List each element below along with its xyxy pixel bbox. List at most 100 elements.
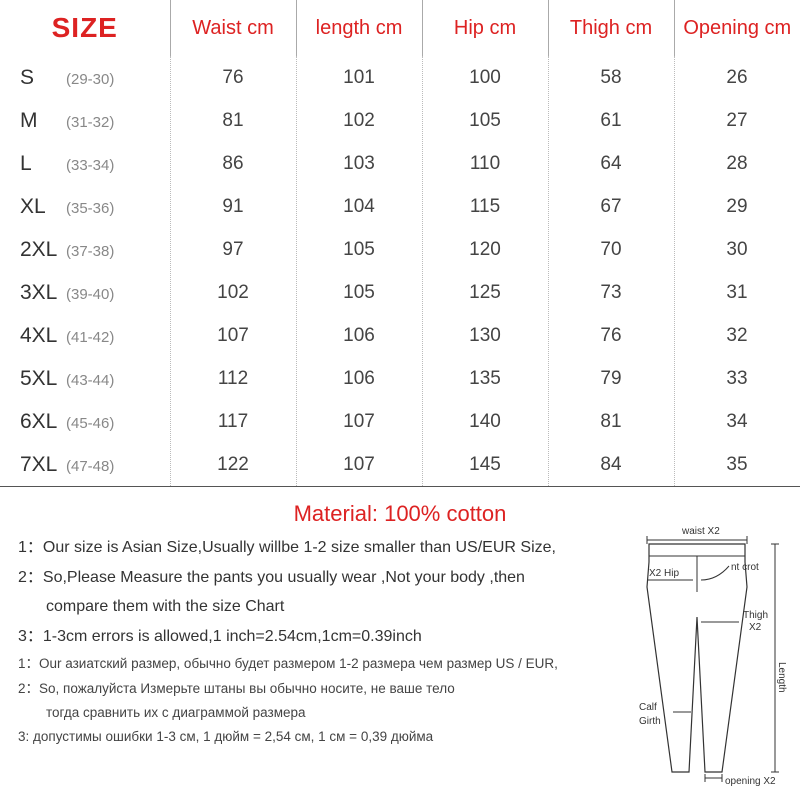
cell-waist: 102 (170, 271, 296, 314)
cell-thigh: 64 (548, 142, 674, 185)
cell-size: 5XL(43-44) (0, 357, 170, 400)
cell-size: L(33-34) (0, 142, 170, 185)
col-header-size: SIZE (0, 0, 170, 56)
size-range: (41-42) (66, 329, 114, 346)
col-header-length: length cm (296, 0, 422, 56)
cell-thigh: 58 (548, 56, 674, 99)
pants-diagram: waist X2 X2 Hip nt crot Thigh X2 Calf Gi… (627, 522, 792, 792)
size-letter: S (20, 66, 66, 90)
notes-russian: 1：Our азиатский размер, обычно будет раз… (0, 655, 630, 746)
size-letter: 7XL (20, 453, 66, 477)
cell-thigh: 70 (548, 228, 674, 271)
size-letter: 6XL (20, 410, 66, 434)
cell-length: 102 (296, 99, 422, 142)
note-ru-2b: тогда сравнить их с диаграммой размера (18, 704, 612, 722)
size-letter: M (20, 109, 66, 133)
cell-waist: 76 (170, 56, 296, 99)
cell-hip: 100 (422, 56, 548, 99)
cell-size: XL(35-36) (0, 185, 170, 228)
diagram-label-calf: Calf (639, 702, 657, 713)
notes-english: 1：Our size is Asian Size,Usually willbe … (0, 537, 630, 647)
table-row: L(33-34)861031106428 (0, 142, 800, 185)
cell-length: 106 (296, 357, 422, 400)
size-range: (35-36) (66, 200, 114, 217)
cell-length: 107 (296, 443, 422, 486)
cell-opening: 27 (674, 99, 800, 142)
cell-waist: 112 (170, 357, 296, 400)
cell-waist: 91 (170, 185, 296, 228)
cell-length: 107 (296, 400, 422, 443)
cell-opening: 34 (674, 400, 800, 443)
cell-thigh: 76 (548, 314, 674, 357)
col-header-hip: Hip cm (422, 0, 548, 56)
cell-hip: 115 (422, 185, 548, 228)
table-row: 5XL(43-44)1121061357933 (0, 357, 800, 400)
size-table: SIZE Waist cm length cm Hip cm Thigh cm … (0, 0, 800, 486)
cell-thigh: 73 (548, 271, 674, 314)
cell-size: 7XL(47-48) (0, 443, 170, 486)
table-row: 6XL(45-46)1171071408134 (0, 400, 800, 443)
note-ru-3: 3: допустимы ошибки 1-3 см, 1 дюйм = 2,5… (18, 728, 612, 746)
cell-size: M(31-32) (0, 99, 170, 142)
size-table-container: SIZE Waist cm length cm Hip cm Thigh cm … (0, 0, 800, 487)
cell-length: 105 (296, 271, 422, 314)
cell-opening: 28 (674, 142, 800, 185)
note-en-2: 2：So,Please Measure the pants you usuall… (18, 567, 612, 589)
cell-hip: 105 (422, 99, 548, 142)
cell-thigh: 79 (548, 357, 674, 400)
size-letter: 2XL (20, 238, 66, 262)
diagram-label-length: Length (776, 662, 787, 693)
cell-waist: 122 (170, 443, 296, 486)
table-row: 7XL(47-48)1221071458435 (0, 443, 800, 486)
cell-opening: 26 (674, 56, 800, 99)
cell-waist: 97 (170, 228, 296, 271)
table-row: 2XL(37-38)971051207030 (0, 228, 800, 271)
size-letter: XL (20, 195, 66, 219)
cell-size: 6XL(45-46) (0, 400, 170, 443)
size-range: (39-40) (66, 286, 114, 303)
cell-hip: 140 (422, 400, 548, 443)
cell-thigh: 61 (548, 99, 674, 142)
size-letter: 5XL (20, 367, 66, 391)
cell-opening: 32 (674, 314, 800, 357)
size-letter: L (20, 152, 66, 176)
cell-hip: 125 (422, 271, 548, 314)
cell-length: 106 (296, 314, 422, 357)
size-range: (45-46) (66, 415, 114, 432)
diagram-label-opening: opening X2 (725, 776, 776, 787)
diagram-label-thigh: Thigh (743, 610, 768, 621)
diagram-label-hip: X2 Hip (649, 568, 679, 579)
cell-opening: 35 (674, 443, 800, 486)
cell-opening: 33 (674, 357, 800, 400)
size-range: (37-38) (66, 243, 114, 260)
table-row: 4XL(41-42)1071061307632 (0, 314, 800, 357)
note-ru-2: 2：So, пожалуйста Измерьте штаны вы обычн… (18, 680, 612, 698)
size-range: (33-34) (66, 157, 114, 174)
cell-hip: 120 (422, 228, 548, 271)
cell-opening: 31 (674, 271, 800, 314)
cell-waist: 81 (170, 99, 296, 142)
table-row: M(31-32)811021056127 (0, 99, 800, 142)
diagram-label-thigh-x2: X2 (749, 622, 762, 633)
cell-size: 2XL(37-38) (0, 228, 170, 271)
table-header-row: SIZE Waist cm length cm Hip cm Thigh cm … (0, 0, 800, 56)
cell-size: 3XL(39-40) (0, 271, 170, 314)
diagram-label-girth: Girth (639, 716, 661, 727)
note-en-1: 1：Our size is Asian Size,Usually willbe … (18, 537, 612, 559)
size-letter: 4XL (20, 324, 66, 348)
col-header-opening: Opening cm (674, 0, 800, 56)
diagram-label-crotch: nt crot (731, 562, 759, 573)
col-header-waist: Waist cm (170, 0, 296, 56)
cell-hip: 110 (422, 142, 548, 185)
cell-length: 104 (296, 185, 422, 228)
cell-length: 101 (296, 56, 422, 99)
table-row: XL(35-36)911041156729 (0, 185, 800, 228)
table-row: 3XL(39-40)1021051257331 (0, 271, 800, 314)
size-range: (43-44) (66, 372, 114, 389)
cell-hip: 130 (422, 314, 548, 357)
cell-size: 4XL(41-42) (0, 314, 170, 357)
cell-opening: 30 (674, 228, 800, 271)
cell-hip: 145 (422, 443, 548, 486)
table-row: S(29-30)761011005826 (0, 56, 800, 99)
note-en-2b: compare them with the size Chart (18, 596, 612, 618)
